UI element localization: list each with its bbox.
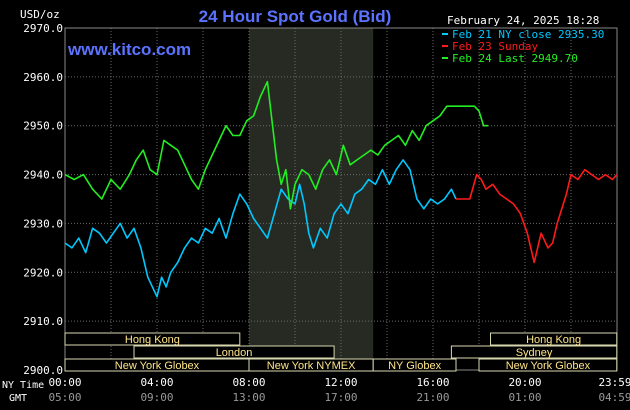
y-tick-label: 2920.0 [23,266,63,279]
chart-title: 24 Hour Spot Gold (Bid) [199,7,392,26]
grid [64,27,618,371]
nymex-band-rect [249,28,374,370]
timestamp: February 24, 2025 18:28 [447,14,599,27]
session-label: New York NYMEX [267,360,356,372]
session-label: NY Globex [388,360,441,372]
x-tick-label-gmt: 01:00 [508,391,541,404]
session-label: Hong Kong [125,334,180,346]
x-tick-label-ny: 08:00 [232,376,265,389]
x-tick-label-gmt: 05:00 [48,391,81,404]
legend-entry: Feb 21 NY close 2935.30 [452,28,604,41]
x-tick-label-ny: 16:00 [416,376,449,389]
session-label: Sydney [516,347,553,359]
y-tick-label: 2900.0 [23,364,63,377]
series-line-2 [64,80,489,210]
y-tick-label: 2910.0 [23,315,63,328]
session-label: Hong Kong [526,334,581,346]
session-label: London [216,347,253,359]
legend-entry: Feb 23 Sunday [452,40,538,53]
session-label: New York Globex [506,360,591,372]
session-box [372,358,457,372]
session-box [450,345,618,359]
x-tick-label-ny: 12:00 [324,376,357,389]
nymex-highlight-band [249,28,374,370]
y-tick-label: 2940.0 [23,169,63,182]
series-group [64,80,618,298]
y-tick-label: 2950.0 [23,120,63,133]
session-box [478,358,618,372]
legend-entry: Feb 24 Last 2949.70 [452,52,578,65]
session-box [64,332,241,346]
x-tick-label-gmt: 21:00 [416,391,449,404]
website-label: www.kitco.com [67,40,191,59]
x-tick-label-gmt: 13:00 [232,391,265,404]
session-box [133,345,335,359]
x-tick-label-gmt: 04:59 [598,391,630,404]
session-label: New York Globex [115,360,200,372]
ny-time-row-label: NY Time [2,380,44,391]
gmt-row-label: GMT [9,393,27,404]
y-tick-label: 2960.0 [23,71,63,84]
x-tick-label-ny: 00:00 [48,376,81,389]
x-tick-label-gmt: 09:00 [140,391,173,404]
x-tick-label-ny: 20:00 [508,376,541,389]
x-tick-label-ny: 04:00 [140,376,173,389]
series-line-0 [64,159,457,298]
series-line-1 [456,168,618,264]
y-unit-label: USD/oz [20,8,60,21]
y-tick-label: 2970.0 [23,22,63,35]
session-box [490,332,618,346]
y-tick-label: 2930.0 [23,217,63,230]
x-tick-label-gmt: 17:00 [324,391,357,404]
x-tick-label-ny: 23:59 [598,376,630,389]
axes: 2900.0 2910.0 2920.0 2930.0 2940.0 2950.0 2960… [23,22,630,404]
